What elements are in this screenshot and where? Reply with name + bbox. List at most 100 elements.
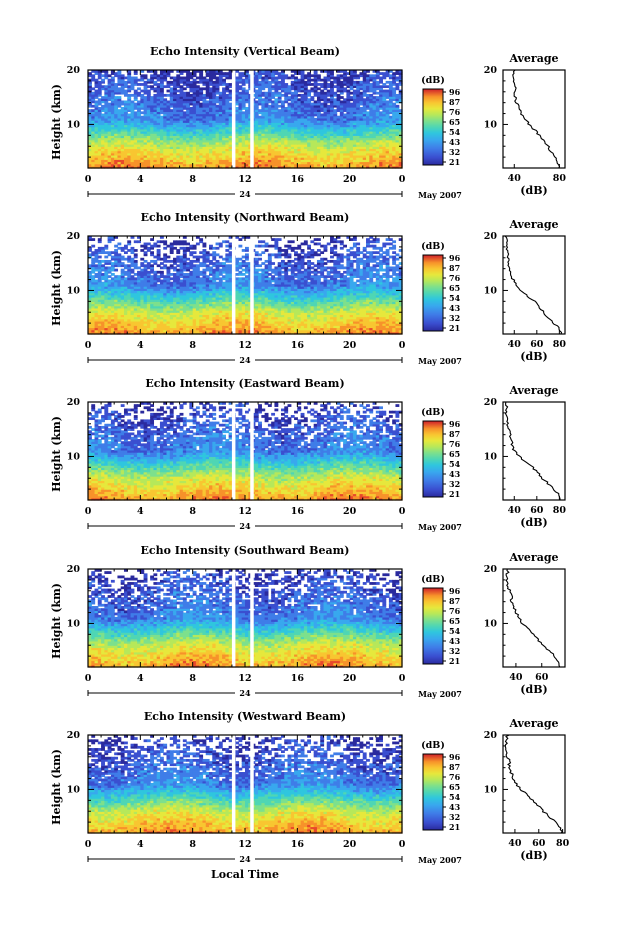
y-tick-label: 10 xyxy=(67,784,81,795)
heatmap-cells xyxy=(88,70,403,169)
date-label: May 2007 xyxy=(418,190,462,200)
colorbar-tick-label: 87 xyxy=(449,263,460,273)
y-tick-label: 10 xyxy=(67,285,81,296)
y-axis-label: Height (km) xyxy=(50,749,63,825)
profile-y-tick-label: 10 xyxy=(484,618,498,629)
heatmap-cells xyxy=(88,735,403,834)
x-tick-label: 12 xyxy=(238,174,251,185)
profile-y-tick-label: 20 xyxy=(484,730,498,741)
x-tick-label: 0 xyxy=(85,340,92,351)
y-tick-label: 10 xyxy=(67,451,81,462)
x-tick-label: 20 xyxy=(343,673,357,684)
profile-frame xyxy=(503,236,565,334)
colorbar-tick-label: 76 xyxy=(449,273,461,283)
y-tick-label: 10 xyxy=(67,119,81,130)
y-tick-label: 20 xyxy=(67,564,81,575)
profile-y-tick-label: 20 xyxy=(484,65,498,76)
x-tick-label: 8 xyxy=(189,340,196,351)
data-gap xyxy=(250,70,254,168)
panel-title: Echo Intensity (Westward Beam) xyxy=(144,710,346,723)
profile-x-tick-label: 40 xyxy=(508,838,522,849)
y-tick-label: 20 xyxy=(67,397,81,408)
panel-title: Echo Intensity (Southward Beam) xyxy=(141,544,350,557)
data-gap xyxy=(250,569,254,667)
profile-title: Average xyxy=(508,52,558,65)
profile-x-label: (dB) xyxy=(520,683,547,696)
profile-x-tick-label: 80 xyxy=(553,339,567,350)
y-tick-label: 10 xyxy=(67,618,81,629)
colorbar-tick-label: 43 xyxy=(449,469,461,479)
x-tick-label: 4 xyxy=(137,506,144,517)
colorbar-tick-label: 87 xyxy=(449,596,460,606)
colorbar-tick-label: 76 xyxy=(449,107,461,117)
panel-title: Echo Intensity (Eastward Beam) xyxy=(145,377,344,390)
x-tick-label: 16 xyxy=(291,174,305,185)
profile-y-tick-label: 20 xyxy=(484,397,498,408)
profile-x-tick-label: 60 xyxy=(532,838,546,849)
x-tick-label: 4 xyxy=(137,839,144,850)
colorbar xyxy=(423,421,443,497)
colorbar-tick-label: 65 xyxy=(449,449,460,459)
colorbar-unit: (dB) xyxy=(421,740,445,751)
x-tick-label: 20 xyxy=(343,340,357,351)
x-tick-label: 16 xyxy=(291,673,305,684)
x-tick-label: 16 xyxy=(291,340,305,351)
x-tick-label: 4 xyxy=(137,174,144,185)
x-tick-label: 8 xyxy=(189,506,196,517)
panel-3: Echo Intensity (Eastward Beam)2010Height… xyxy=(50,377,566,532)
y-axis-label: Height (km) xyxy=(50,250,63,326)
profile-x-tick-label: 40 xyxy=(508,505,522,516)
colorbar-tick-label: 43 xyxy=(449,802,461,812)
profile-x-label: (dB) xyxy=(520,350,547,363)
profile-frame xyxy=(503,735,565,833)
day-label: 24 xyxy=(239,355,251,365)
data-gap xyxy=(232,735,236,833)
profile-x-tick-label: 60 xyxy=(535,672,549,683)
profile-x-tick-label: 60 xyxy=(530,339,544,350)
colorbar-tick-label: 96 xyxy=(449,586,461,596)
day-label: 24 xyxy=(239,854,251,864)
day-label: 24 xyxy=(239,189,251,199)
panel-4: Echo Intensity (Southward Beam)2010Heigh… xyxy=(50,544,565,699)
heatmap-cells xyxy=(88,569,403,668)
colorbar-unit: (dB) xyxy=(421,574,445,585)
colorbar xyxy=(423,588,443,664)
profile-frame xyxy=(503,70,565,168)
x-tick-label: 12 xyxy=(238,340,251,351)
colorbar-tick-label: 43 xyxy=(449,303,461,313)
colorbar-tick-label: 21 xyxy=(449,157,460,167)
profile-y-tick-label: 10 xyxy=(484,784,498,795)
profile-x-label: (dB) xyxy=(520,184,547,197)
data-gap xyxy=(232,402,236,500)
profile-title: Average xyxy=(508,218,558,231)
colorbar-tick-label: 21 xyxy=(449,656,460,666)
heatmap-cells xyxy=(88,402,403,501)
data-gap xyxy=(250,735,254,833)
colorbar-tick-label: 43 xyxy=(449,636,461,646)
profile-x-tick-label: 40 xyxy=(508,339,522,350)
colorbar-tick-label: 32 xyxy=(449,646,460,656)
x-tick-label: 0 xyxy=(85,839,92,850)
data-gap xyxy=(232,70,236,168)
colorbar xyxy=(423,255,443,331)
day-label: 24 xyxy=(239,688,251,698)
profile-line xyxy=(506,402,561,500)
date-label: May 2007 xyxy=(418,356,462,366)
heatmap-cells xyxy=(88,236,403,335)
panel-1: Echo Intensity (Vertical Beam)2010Height… xyxy=(50,45,566,200)
panel-2: Echo Intensity (Northward Beam) 20 10 Heigh… xyxy=(50,211,566,366)
colorbar-unit: (dB) xyxy=(421,407,445,418)
colorbar-unit: (dB) xyxy=(421,75,445,86)
x-tick-label: 0 xyxy=(399,839,406,850)
colorbar-tick-label: 96 xyxy=(449,253,461,263)
panel-title: Echo Intensity (Northward Beam) xyxy=(141,211,350,224)
y-tick-label: 20 xyxy=(67,231,81,242)
x-tick-label: 0 xyxy=(399,340,406,351)
colorbar-tick-label: 87 xyxy=(449,97,460,107)
panel-5: Echo Intensity (Westward Beam) 20 10 Height… xyxy=(50,710,570,865)
x-tick-label: 0 xyxy=(399,673,406,684)
x-tick-label: 8 xyxy=(189,174,196,185)
colorbar-tick-label: 87 xyxy=(449,429,460,439)
x-tick-label: 0 xyxy=(399,174,406,185)
colorbar xyxy=(423,89,443,165)
